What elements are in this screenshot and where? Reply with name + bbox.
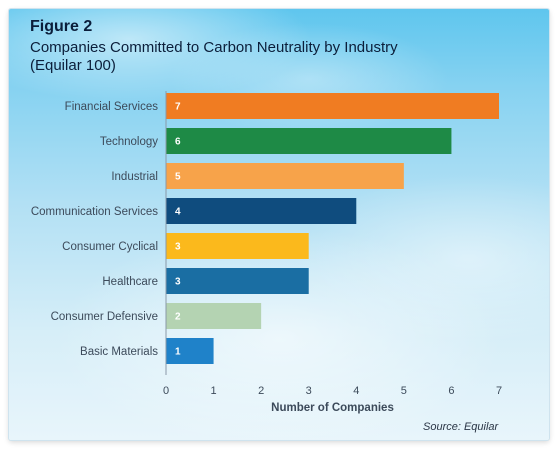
x-tick-label: 4 xyxy=(353,385,359,397)
x-tick-label: 5 xyxy=(401,385,407,397)
bar-basic-materials xyxy=(166,338,214,364)
x-tick-label: 6 xyxy=(448,385,454,397)
category-label: Basic Materials xyxy=(80,346,158,358)
x-tick-label: 1 xyxy=(211,385,217,397)
chart-title: Companies Committed to Carbon Neutrality… xyxy=(30,39,398,74)
bar-communication-services xyxy=(166,198,357,224)
bar-financial-services xyxy=(166,93,499,119)
bar-value-label: 4 xyxy=(175,207,181,218)
category-label: Financial Services xyxy=(65,101,159,113)
bar-consumer-defensive xyxy=(166,303,262,329)
category-label: Healthcare xyxy=(102,276,158,288)
bar-value-label: 6 xyxy=(175,137,181,148)
bar-technology xyxy=(166,128,452,154)
x-tick-label: 7 xyxy=(496,385,502,397)
figure-label: Figure 2 xyxy=(30,18,93,35)
bar-value-label: 2 xyxy=(175,312,181,323)
bar-value-label: 1 xyxy=(175,347,181,358)
x-tick-label: 0 xyxy=(163,385,169,397)
bar-healthcare xyxy=(166,268,309,294)
category-label: Industrial xyxy=(111,171,158,183)
x-tick-labels: 0 1 2 3 4 5 6 7 xyxy=(163,385,502,397)
bars-group: 7 6 5 4 3 3 2 1 xyxy=(166,93,499,364)
figure-frame: Figure 2 Companies Committed to Carbon N… xyxy=(9,9,549,440)
source-note: Source: Equilar xyxy=(423,421,499,433)
bar-industrial xyxy=(166,163,404,189)
x-tick-label: 2 xyxy=(258,385,264,397)
x-tick-label: 3 xyxy=(306,385,312,397)
category-label: Consumer Defensive xyxy=(51,311,158,323)
bar-value-label: 7 xyxy=(175,102,181,113)
category-labels: Financial Services Technology Industrial Co… xyxy=(31,101,158,358)
bar-chart: 7 6 5 4 3 3 2 1 Financial Services Technology Ind… xyxy=(31,91,502,414)
category-label: Technology xyxy=(100,136,158,148)
bar-value-label: 3 xyxy=(175,277,181,288)
category-label: Consumer Cyclical xyxy=(62,241,158,253)
bar-value-label: 3 xyxy=(175,242,181,253)
bar-value-label: 5 xyxy=(175,172,181,183)
category-label: Communication Services xyxy=(31,206,158,218)
x-axis-label: Number of Companies xyxy=(271,402,394,414)
bar-consumer-cyclical xyxy=(166,233,309,259)
